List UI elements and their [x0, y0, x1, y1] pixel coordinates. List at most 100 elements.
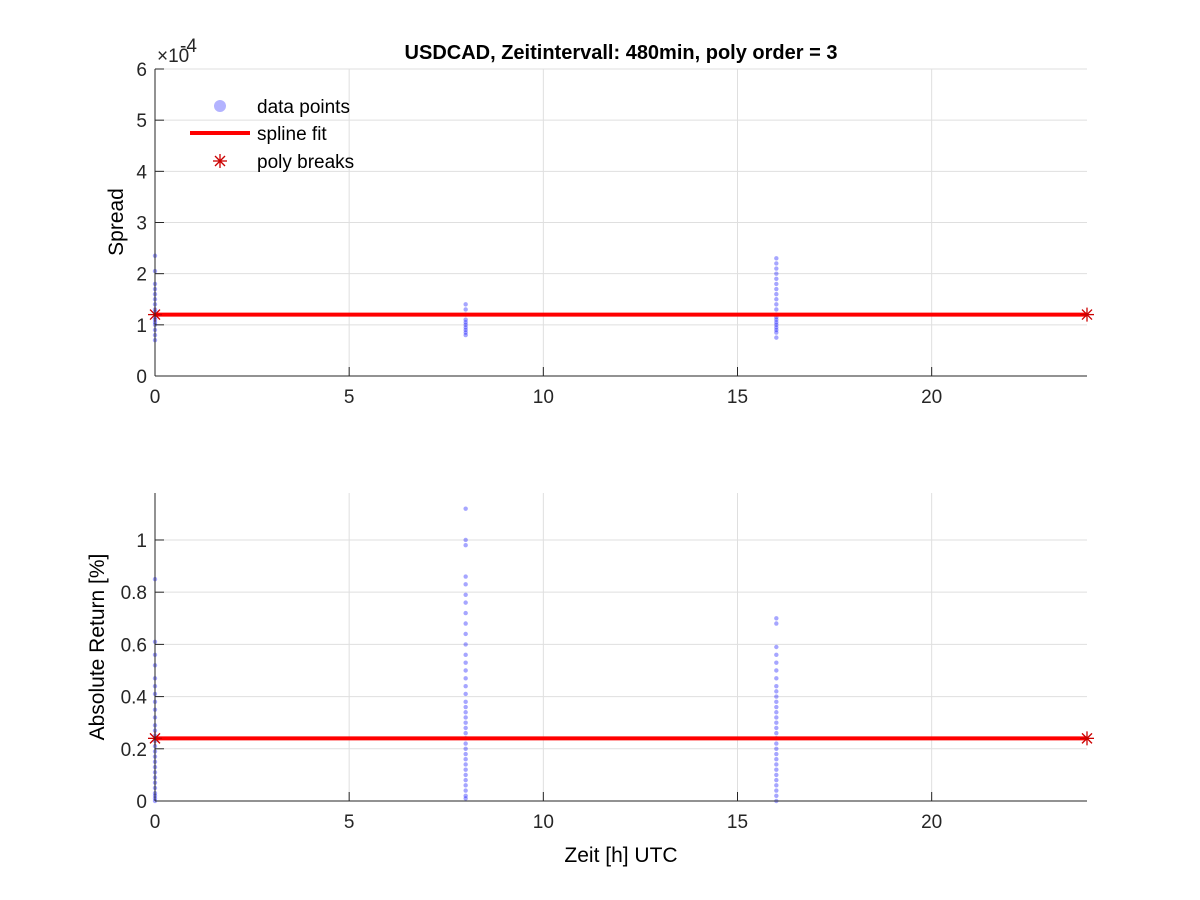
return-y-label: Absolute Return [%]	[86, 554, 109, 741]
data-point	[774, 767, 779, 772]
return-y-tick-label: 0.4	[121, 688, 148, 709]
return-y-tick-label: 1	[136, 531, 147, 552]
spread-y-label: Spread	[105, 188, 128, 256]
data-point	[463, 592, 468, 597]
data-point	[463, 777, 468, 783]
data-point	[774, 746, 779, 751]
exponent-label: ×10 -4	[157, 36, 197, 67]
spread-x-tick-label: 10	[533, 387, 554, 408]
spread-y-tick-label: 0	[136, 367, 147, 388]
data-point	[774, 271, 779, 276]
x-axis-label: Zeit [h] UTC	[564, 844, 677, 867]
return-y-tick-label: 0.8	[121, 583, 147, 604]
return-x-tick-label: 0	[150, 812, 161, 833]
spread-y-tick-label: 4	[136, 162, 147, 183]
data-point	[463, 610, 468, 616]
return-x-tick-label: 20	[921, 812, 942, 833]
data-point	[774, 762, 779, 767]
data-point	[463, 302, 468, 307]
data-point	[463, 537, 468, 543]
spread-y-tick-label: 1	[136, 316, 147, 337]
data-point	[463, 746, 468, 751]
data-point	[774, 286, 779, 292]
return-y-tick-label: 0	[136, 792, 147, 813]
return-y-ticks: 0 0.2 0.4 0.6 0.8 1	[121, 531, 164, 813]
data-point	[774, 621, 779, 626]
data-point	[463, 757, 468, 762]
data-point	[774, 710, 779, 715]
data-point	[463, 710, 468, 715]
data-point	[463, 322, 468, 328]
data-point	[463, 320, 468, 325]
legend-data-points-label: data points	[257, 97, 350, 118]
data-point	[774, 772, 779, 778]
data-point	[463, 741, 468, 746]
data-point	[463, 788, 468, 793]
data-point	[774, 256, 779, 261]
data-point	[774, 783, 779, 788]
return-x-tick-label: 10	[533, 812, 554, 833]
data-point	[463, 676, 468, 681]
poly-break-marker	[1080, 731, 1094, 746]
data-point	[774, 330, 779, 335]
legend-data-points-marker	[214, 100, 226, 112]
data-point	[774, 302, 779, 307]
legend-spline-fit-label: spline fit	[257, 124, 327, 145]
data-point	[774, 730, 779, 736]
data-point	[774, 741, 779, 746]
poly-break-marker	[1080, 307, 1094, 322]
data-point	[463, 762, 468, 767]
data-point	[774, 777, 779, 783]
spread-x-tick-label: 20	[921, 387, 942, 408]
spread-y-tick-label: 2	[136, 265, 147, 286]
data-point	[774, 307, 779, 312]
data-point	[774, 683, 779, 689]
data-point	[463, 704, 468, 710]
data-point	[774, 317, 779, 322]
data-point	[774, 297, 779, 302]
data-point	[463, 751, 468, 757]
data-point	[463, 307, 468, 312]
spread-x-tick-label: 15	[727, 387, 748, 408]
data-point	[463, 715, 468, 720]
data-point	[463, 691, 468, 697]
data-point	[463, 621, 468, 626]
return-y-tick-label: 0.2	[121, 740, 147, 761]
return-x-tick-label: 5	[344, 812, 355, 833]
legend-poly-breaks-label: poly breaks	[257, 152, 354, 173]
exponent-power: -4	[180, 36, 197, 57]
data-point	[774, 725, 779, 731]
return-y-tick-label: 0.6	[121, 635, 147, 656]
spread-y-tick-label: 6	[136, 60, 147, 81]
data-point	[774, 320, 779, 325]
data-point	[463, 317, 468, 322]
data-point	[774, 676, 779, 681]
data-point	[463, 796, 468, 801]
data-point	[463, 642, 468, 647]
data-point	[774, 751, 779, 757]
data-point	[463, 600, 468, 605]
data-point	[463, 506, 468, 511]
data-point	[774, 668, 779, 673]
data-point	[774, 276, 779, 281]
data-point	[463, 631, 468, 637]
data-point	[774, 689, 779, 694]
data-point	[463, 725, 468, 731]
spread-y-tick-label: 5	[136, 111, 147, 132]
data-point	[463, 582, 468, 587]
data-point	[774, 788, 779, 793]
data-point	[463, 574, 468, 579]
data-point	[774, 793, 779, 798]
spread-x-ticks: 0 5 10 15 20	[150, 367, 942, 408]
data-point	[463, 327, 468, 333]
data-point	[774, 261, 779, 266]
data-point	[463, 720, 468, 725]
data-point	[463, 652, 468, 658]
return-grid	[154, 493, 1087, 802]
data-point	[774, 720, 779, 725]
data-point	[774, 281, 779, 287]
data-point	[774, 704, 779, 710]
spread-x-tick-label: 0	[150, 387, 161, 408]
